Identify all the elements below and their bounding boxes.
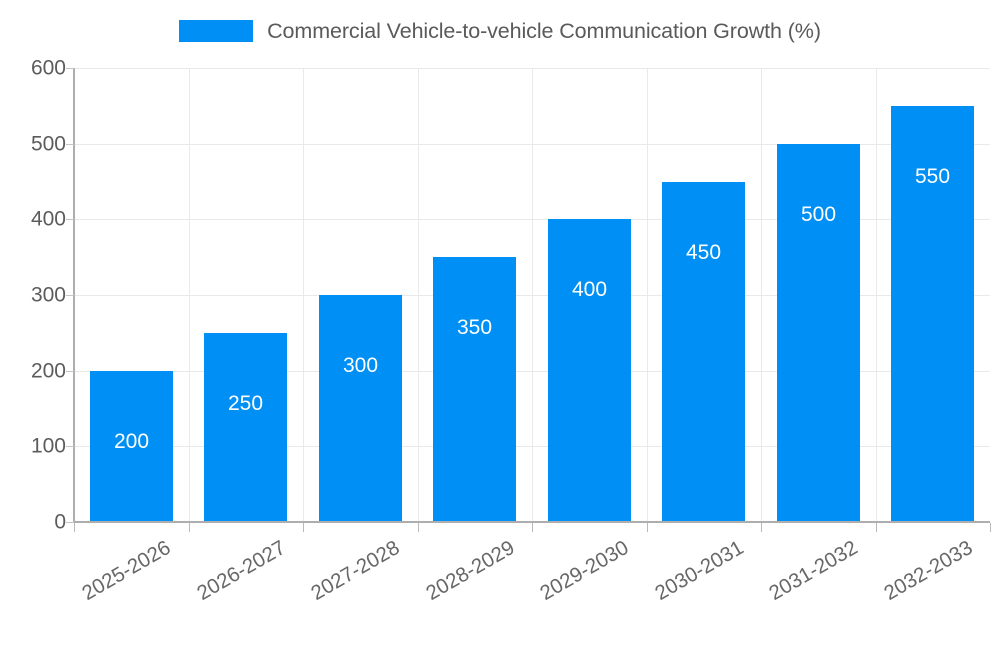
bar-value-label: 350 bbox=[456, 316, 493, 340]
bar-chart: Commercial Vehicle-to-vehicle Communicat… bbox=[0, 0, 1000, 605]
bar-value-label: 550 bbox=[914, 164, 951, 188]
gridline-vertical bbox=[647, 68, 648, 522]
bar[interactable]: 200 bbox=[90, 370, 173, 522]
x-axis-tick-mark bbox=[761, 523, 762, 532]
legend-label: Commercial Vehicle-to-vehicle Communicat… bbox=[267, 18, 821, 43]
y-axis-tick-label: 0 bbox=[54, 510, 66, 534]
y-axis-tick-label: 200 bbox=[30, 359, 66, 383]
bar-value-label: 250 bbox=[227, 391, 264, 415]
plot-area: 200 250 300 350 400 450 500 550 bbox=[74, 68, 990, 523]
y-axis-tick-label: 600 bbox=[30, 56, 66, 80]
bar[interactable]: 450 bbox=[662, 181, 745, 522]
bar[interactable]: 550 bbox=[891, 105, 974, 522]
gridline-vertical bbox=[189, 68, 190, 522]
y-axis-tick-mark bbox=[66, 522, 74, 523]
x-axis-tick-mark bbox=[74, 523, 75, 532]
bar-value-label: 450 bbox=[685, 240, 722, 264]
bar-value-label: 400 bbox=[571, 278, 608, 302]
bar[interactable]: 250 bbox=[204, 332, 287, 522]
bar-value-label: 300 bbox=[342, 354, 379, 377]
y-axis-tick-label: 500 bbox=[30, 132, 66, 156]
bar[interactable]: 500 bbox=[777, 143, 860, 522]
bar-value-label: 200 bbox=[113, 429, 150, 453]
y-axis-tick-mark bbox=[66, 68, 74, 69]
y-axis-tick-label: 300 bbox=[30, 283, 66, 307]
chart-legend: Commercial Vehicle-to-vehicle Communicat… bbox=[0, 14, 1000, 48]
gridline-vertical bbox=[761, 68, 762, 522]
y-axis-tick-label: 400 bbox=[30, 207, 66, 231]
y-axis-tick-mark bbox=[66, 446, 74, 448]
x-axis-tick-mark bbox=[876, 523, 877, 532]
y-axis-line bbox=[73, 68, 75, 523]
x-axis-tick-mark bbox=[189, 523, 190, 532]
y-axis-tick-label: 100 bbox=[30, 434, 66, 458]
legend-item-commercial-vehicle-growth[interactable]: Commercial Vehicle-to-vehicle Communicat… bbox=[179, 19, 821, 44]
y-axis-tick-mark bbox=[66, 295, 74, 296]
x-axis-tick-mark bbox=[532, 523, 533, 532]
y-axis-labels: 0 100 200 300 400 500 600 bbox=[0, 0, 74, 600]
x-axis-line bbox=[74, 521, 990, 523]
x-axis-tick-mark bbox=[418, 523, 419, 532]
y-axis-tick-mark bbox=[66, 219, 74, 221]
bar-value-label: 500 bbox=[800, 202, 837, 226]
x-axis-tick-mark bbox=[990, 523, 991, 532]
y-axis-tick-mark bbox=[66, 143, 74, 145]
x-axis-tick-mark bbox=[303, 523, 304, 532]
x-axis-tick-mark bbox=[647, 523, 648, 532]
gridline-vertical bbox=[532, 68, 533, 522]
gridline-vertical bbox=[303, 68, 304, 522]
bar[interactable]: 400 bbox=[548, 219, 631, 522]
gridline-vertical bbox=[418, 68, 419, 522]
bar[interactable]: 300 bbox=[319, 295, 402, 522]
legend-color-swatch bbox=[179, 20, 254, 42]
gridline-vertical bbox=[876, 68, 877, 522]
y-axis-tick-mark bbox=[66, 370, 74, 372]
bar[interactable]: 350 bbox=[433, 257, 516, 522]
